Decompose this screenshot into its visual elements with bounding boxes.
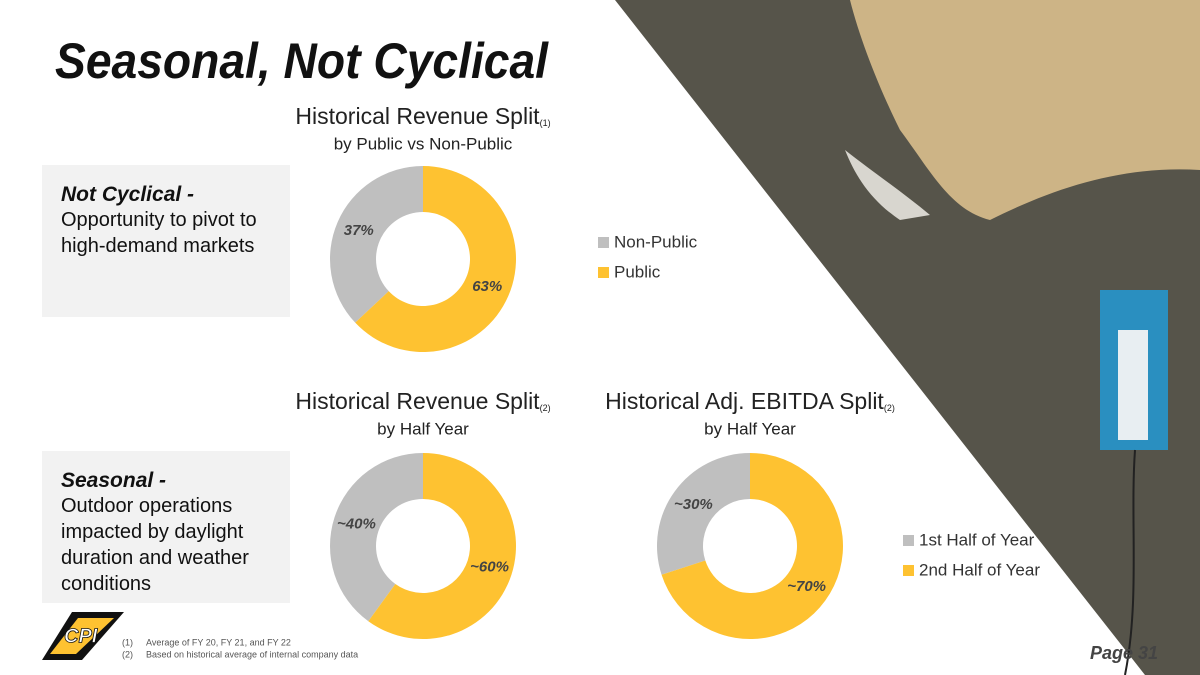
chart-title-note: (1) bbox=[540, 118, 551, 128]
chart-title: Historical Revenue Split(1) bbox=[295, 103, 550, 129]
logo-mark: CPI bbox=[42, 612, 124, 660]
chart-title-note: (2) bbox=[540, 403, 551, 413]
photo-foam bbox=[845, 150, 930, 220]
pie-segment bbox=[330, 453, 423, 622]
chart-title-note: (2) bbox=[884, 403, 895, 413]
slide-title: Seasonal, Not Cyclical bbox=[55, 33, 549, 89]
legend-label: 2nd Half of Year bbox=[919, 560, 1040, 579]
panel: Seasonal - Outdoor operations impacted b… bbox=[42, 451, 290, 603]
photo-pipe bbox=[1124, 449, 1136, 675]
legend-swatch bbox=[903, 535, 914, 546]
footnote-marker: (1) bbox=[122, 637, 133, 647]
data-label: ~30% bbox=[674, 496, 713, 513]
legend-swatch bbox=[598, 267, 609, 278]
legend-label: 1st Half of Year bbox=[919, 530, 1035, 549]
chart-title-text: Historical Revenue Split bbox=[295, 388, 540, 414]
chart-title: Historical Revenue Split(2) bbox=[295, 388, 550, 414]
chart-title-text: Historical Revenue Split bbox=[295, 103, 540, 129]
panel-heading: Seasonal - bbox=[61, 469, 167, 492]
pie-segment bbox=[330, 166, 423, 323]
pie-segment bbox=[368, 453, 517, 640]
chart-title-text: Historical Adj. EBITDA Split bbox=[605, 388, 884, 414]
chart-subtitle: by Half Year bbox=[704, 419, 796, 438]
data-label: ~60% bbox=[470, 559, 509, 576]
pie-segment bbox=[661, 453, 843, 639]
photo-sand bbox=[850, 0, 1200, 220]
photo-barge-deck bbox=[1118, 330, 1148, 440]
footnote-text: Based on historical average of internal … bbox=[146, 649, 358, 659]
legend-swatch bbox=[903, 565, 914, 576]
chart-subtitle: by Public vs Non-Public bbox=[334, 134, 513, 153]
pie-segment bbox=[355, 166, 517, 353]
panel-text: Opportunity to pivot to high-demand mark… bbox=[61, 209, 257, 257]
panel: Not Cyclical - Opportunity to pivot to h… bbox=[42, 165, 290, 317]
panel-text: Outdoor operations impacted by daylight … bbox=[61, 495, 249, 595]
footnote-marker: (2) bbox=[122, 649, 133, 659]
pie-segment bbox=[657, 453, 750, 575]
footnote-text: Average of FY 20, FY 21, and FY 22 bbox=[146, 637, 291, 647]
page-number: Page 31 bbox=[1090, 643, 1158, 663]
legend-swatch bbox=[598, 237, 609, 248]
panel-heading: Not Cyclical - bbox=[61, 183, 195, 206]
data-label: 63% bbox=[472, 278, 502, 295]
chart-subtitle: by Half Year bbox=[377, 419, 469, 438]
logo-text: CPI bbox=[64, 625, 98, 647]
chart-title: Historical Adj. EBITDA Split(2) bbox=[605, 388, 895, 414]
legend-label: Public bbox=[614, 262, 661, 281]
legend-label: Non-Public bbox=[614, 232, 698, 251]
data-label: ~70% bbox=[787, 578, 826, 595]
data-label: ~40% bbox=[337, 515, 376, 532]
data-label: 37% bbox=[344, 222, 374, 239]
